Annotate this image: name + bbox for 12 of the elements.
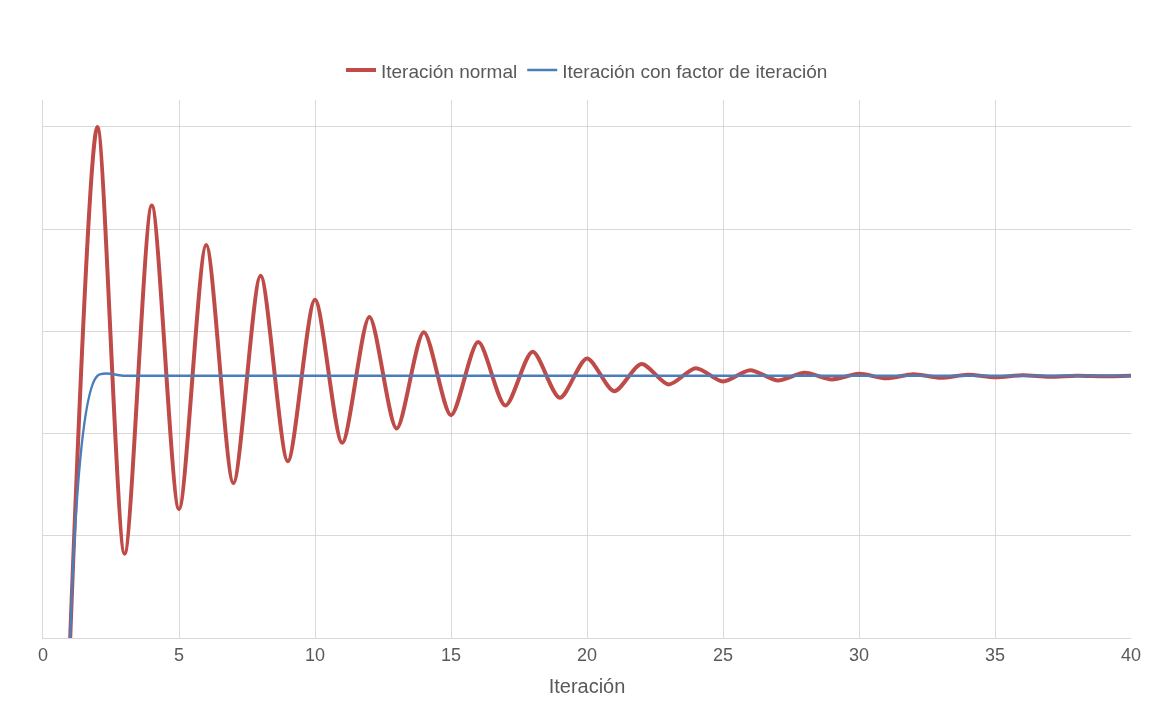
x-tick-label: 40 (1120, 644, 1142, 665)
x-tick-label: 10 (304, 644, 326, 665)
x-tick-label: 20 (576, 644, 598, 665)
x-tick-label: 25 (712, 644, 734, 665)
legend-label: Iteración con factor de iteración (562, 60, 828, 82)
x-tick-label: 5 (173, 644, 185, 665)
x-tick-label: 15 (440, 644, 462, 665)
x-axis-title: Iteración (548, 675, 626, 698)
x-tick-label: 0 (37, 644, 49, 665)
x-tick-label: 35 (984, 644, 1006, 665)
legend-label: Iteración normal (381, 60, 518, 82)
x-tick-label: 30 (848, 644, 870, 665)
